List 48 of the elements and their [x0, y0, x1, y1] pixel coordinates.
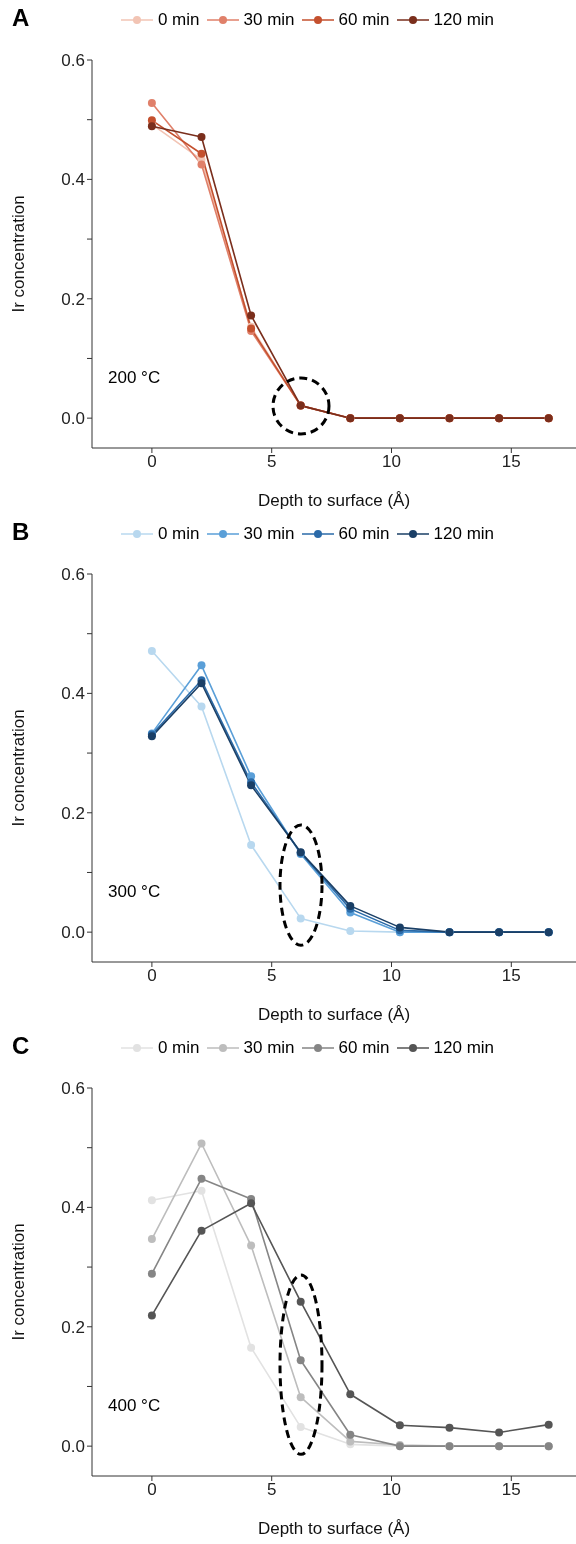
x-tick-label: 0 — [147, 966, 157, 986]
chart-title: A — [12, 4, 30, 32]
annotation: 200 °C — [108, 368, 161, 389]
x-tick-label: 10 — [382, 452, 401, 472]
legend-label: 60 min — [338, 1038, 390, 1058]
legend-label: 30 min — [243, 524, 295, 544]
x-tick-label: 15 — [501, 452, 521, 472]
y-tick-label: 0.4 — [61, 170, 85, 190]
y-tick-label: 0.0 — [61, 409, 85, 429]
x-axis-title: Depth to surface (Å) — [257, 491, 411, 510]
x-tick-label: 5 — [266, 966, 277, 986]
legend-label: 0 min — [157, 10, 200, 30]
x-axis-title: Depth to surface (Å) — [257, 1519, 411, 1538]
x-tick-label: 5 — [266, 1480, 277, 1500]
legend-label: 120 min — [433, 1038, 495, 1058]
annotation: 400 °C — [108, 1396, 161, 1417]
y-tick-label: 0.0 — [61, 1437, 85, 1457]
chart-title: B — [12, 518, 30, 546]
x-tick-label: 10 — [382, 1480, 401, 1500]
legend-label: 30 min — [243, 1038, 295, 1058]
y-tick-label: 0.6 — [61, 1079, 85, 1099]
x-tick-label: 0 — [147, 1480, 157, 1500]
legend-label: 60 min — [338, 524, 390, 544]
legend-label: 60 min — [338, 10, 390, 30]
legend-label: 0 min — [157, 1038, 200, 1058]
y-tick-label: 0.4 — [61, 1198, 85, 1218]
legend-label: 30 min — [243, 10, 295, 30]
y-tick-label: 0.6 — [61, 51, 85, 71]
y-axis-title: Ir concentration — [9, 709, 29, 827]
y-tick-label: 0.6 — [61, 565, 85, 585]
legend-label: 0 min — [157, 524, 200, 544]
y-axis-title: Ir concentration — [9, 195, 29, 313]
x-axis-title: Depth to surface (Å) — [257, 1005, 411, 1024]
chart-title: C — [12, 1032, 30, 1060]
annotation: 300 °C — [108, 882, 161, 903]
legend-label: 120 min — [433, 10, 495, 30]
legend-label: 120 min — [433, 524, 495, 544]
x-tick-label: 0 — [147, 452, 157, 472]
y-axis-title: Ir concentration — [9, 1223, 29, 1341]
x-tick-label: 15 — [501, 1480, 521, 1500]
x-tick-label: 15 — [501, 966, 521, 986]
y-tick-label: 0.2 — [61, 803, 85, 823]
x-tick-label: 10 — [382, 966, 401, 986]
y-tick-label: 0.4 — [61, 684, 85, 704]
x-tick-label: 5 — [266, 452, 277, 472]
y-tick-label: 0.2 — [61, 1317, 85, 1337]
y-tick-label: 0.0 — [61, 923, 85, 943]
y-tick-label: 0.2 — [61, 289, 85, 309]
